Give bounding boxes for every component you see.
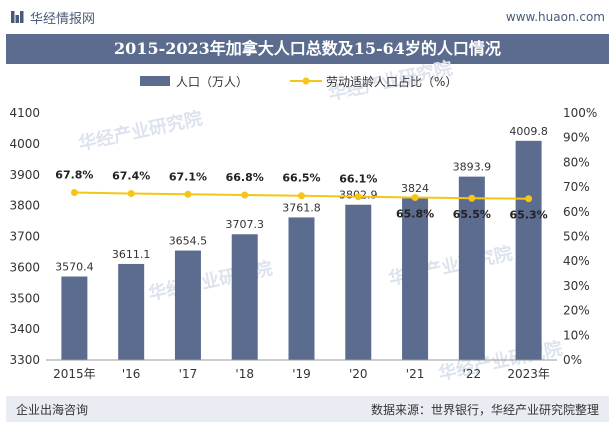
- bar-6: [402, 198, 429, 360]
- y-left-tick-1: 3400: [9, 322, 40, 336]
- x-tick-6: '21: [406, 367, 425, 381]
- line-point-0: [70, 189, 78, 197]
- legend-bar-swatch: [140, 76, 170, 86]
- bar-label-8: 4009.8: [509, 125, 548, 138]
- line-label-3: 66.8%: [226, 171, 264, 184]
- bar-7: [458, 176, 485, 360]
- site-url: www.huaon.com: [505, 10, 605, 24]
- footer: 企业出海咨询 数据来源：世界银行，华经产业研究院整理: [6, 396, 609, 422]
- bar-4: [288, 217, 315, 360]
- x-tick-7: '22: [463, 367, 482, 381]
- x-tick-3: '18: [235, 367, 254, 381]
- y-right-tick-4: 40%: [563, 254, 590, 268]
- legend-line-label: 劳动适龄人口占比（%）: [326, 74, 457, 89]
- y-right-tick-1: 10%: [563, 328, 590, 342]
- line-label-5: 66.1%: [339, 173, 377, 186]
- line-label-2: 67.1%: [169, 170, 207, 183]
- line-point-1: [127, 190, 135, 198]
- bar-2: [174, 250, 201, 360]
- line-label-0: 67.8%: [55, 169, 93, 182]
- bar-label-2: 3654.5: [169, 235, 208, 248]
- bar-label-7: 3893.9: [453, 161, 492, 174]
- bar-label-1: 3611.1: [112, 248, 151, 261]
- watermark-0: 华经产业研究院: [76, 107, 204, 155]
- y-right-tick-6: 60%: [563, 205, 590, 219]
- chart-title: 2015-2023年加拿大人口总数及15-64岁的人口情况: [6, 34, 609, 64]
- y-right-tick-8: 80%: [563, 155, 590, 169]
- data-source: 数据来源：世界银行，华经产业研究院整理: [370, 402, 599, 417]
- line-point-5: [354, 193, 362, 201]
- line-label-1: 67.4%: [112, 170, 150, 183]
- bar-label-4: 3761.8: [282, 201, 321, 214]
- y-left-tick-3: 3600: [9, 260, 40, 274]
- line-label-4: 66.5%: [282, 172, 320, 185]
- y-right-tick-5: 50%: [563, 230, 590, 244]
- line-point-4: [298, 192, 305, 200]
- bar-0: [61, 276, 88, 360]
- footer-left: 企业出海咨询: [16, 402, 89, 417]
- brand-logo-icon: [11, 11, 24, 23]
- bar-label-3: 3707.3: [225, 218, 264, 231]
- legend-bar-label: 人口（万人）: [176, 75, 248, 89]
- top-bar: 华经情报网 www.huaon.com: [0, 0, 615, 34]
- y-right-tick-2: 20%: [563, 304, 590, 318]
- line-label-7: 65.5%: [453, 208, 491, 221]
- x-tick-0: 2015年: [53, 367, 96, 381]
- line-label-6: 65.8%: [396, 207, 434, 220]
- bar-5: [345, 204, 372, 360]
- brand: 华经情报网: [10, 8, 95, 27]
- x-tick-5: '20: [349, 367, 368, 381]
- y-right-tick-9: 90%: [563, 131, 590, 145]
- bar-8: [515, 140, 542, 360]
- bar-3: [231, 234, 258, 360]
- y-right-tick-10: 100%: [563, 106, 597, 120]
- y-left-tick-8: 4100: [9, 106, 40, 120]
- legend-line-marker: [302, 77, 310, 85]
- y-left-tick-4: 3700: [9, 230, 40, 244]
- x-tick-2: '17: [179, 367, 198, 381]
- line-point-3: [241, 191, 249, 199]
- y-left-tick-5: 3800: [9, 199, 40, 213]
- bar-label-0: 3570.4: [55, 261, 94, 274]
- line-point-2: [184, 190, 192, 198]
- x-tick-1: '16: [122, 367, 141, 381]
- y-right-tick-3: 30%: [563, 279, 590, 293]
- y-left-tick-2: 3500: [9, 291, 40, 305]
- y-right-tick-7: 70%: [563, 180, 590, 194]
- y-right-tick-0: 0%: [563, 353, 582, 367]
- brand-name: 华经情报网: [30, 11, 96, 27]
- x-tick-8: 2023年: [507, 367, 550, 381]
- y-left-tick-7: 4000: [9, 137, 40, 151]
- y-left-tick-6: 3900: [9, 168, 40, 182]
- y-left-tick-0: 3300: [9, 353, 40, 367]
- bar-1: [118, 263, 145, 360]
- line-label-8: 65.3%: [510, 209, 548, 222]
- bar-label-6: 3824: [401, 182, 429, 195]
- x-tick-4: '19: [292, 367, 311, 381]
- line-point-6: [411, 193, 419, 201]
- line-point-7: [468, 194, 476, 202]
- line-point-8: [525, 195, 533, 203]
